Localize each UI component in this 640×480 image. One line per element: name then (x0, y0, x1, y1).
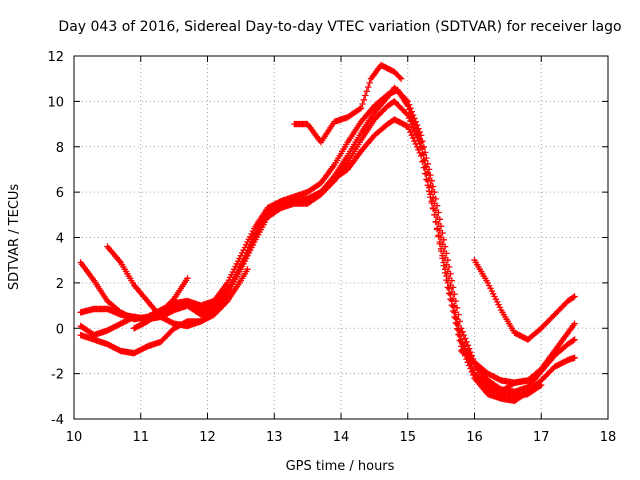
series-track-i (458, 320, 578, 386)
y-tick-label: 6 (56, 186, 64, 201)
series-track-h (471, 257, 578, 343)
y-tick-label: 8 (56, 141, 64, 156)
x-axis-label: GPS time / hours (286, 459, 395, 474)
x-tick-label: 17 (533, 430, 550, 445)
series-markers (291, 61, 405, 146)
y-tick-label: 10 (47, 95, 64, 110)
y-tick-label: 2 (56, 277, 64, 292)
series-track-f (130, 275, 191, 332)
grid-layer (74, 56, 608, 419)
y-axis-label: SDTVAR / TECUs (7, 184, 22, 291)
series-markers (130, 275, 191, 332)
y-tick-label: 0 (56, 322, 64, 337)
x-tick-label: 11 (132, 430, 149, 445)
x-tick-label: 13 (266, 430, 283, 445)
y-tick-label: -2 (51, 368, 64, 383)
series-track-c (77, 98, 578, 405)
x-tick-label: 18 (600, 430, 617, 445)
tick-layer: 10 11 12 13 14 15 16 17 18 -4 -2 0 2 4 6 8 10 12 (47, 50, 616, 445)
data-layer (77, 61, 578, 405)
chart-title: Day 043 of 2016, Sidereal Day-to-day VTE… (58, 19, 621, 35)
x-tick-label: 15 (399, 430, 416, 445)
x-tick-label: 12 (199, 430, 216, 445)
series-track-g (291, 61, 405, 146)
series-markers (471, 257, 578, 343)
y-tick-label: -4 (51, 413, 64, 428)
series-markers (77, 98, 578, 405)
series-markers (104, 243, 251, 330)
x-tick-label: 14 (333, 430, 350, 445)
x-tick-label: 10 (66, 430, 83, 445)
x-tick-label: 16 (466, 430, 483, 445)
y-tick-label: 12 (47, 50, 64, 65)
y-tick-label: 4 (56, 232, 64, 247)
series-markers (458, 320, 578, 386)
series-track-e (104, 243, 251, 330)
